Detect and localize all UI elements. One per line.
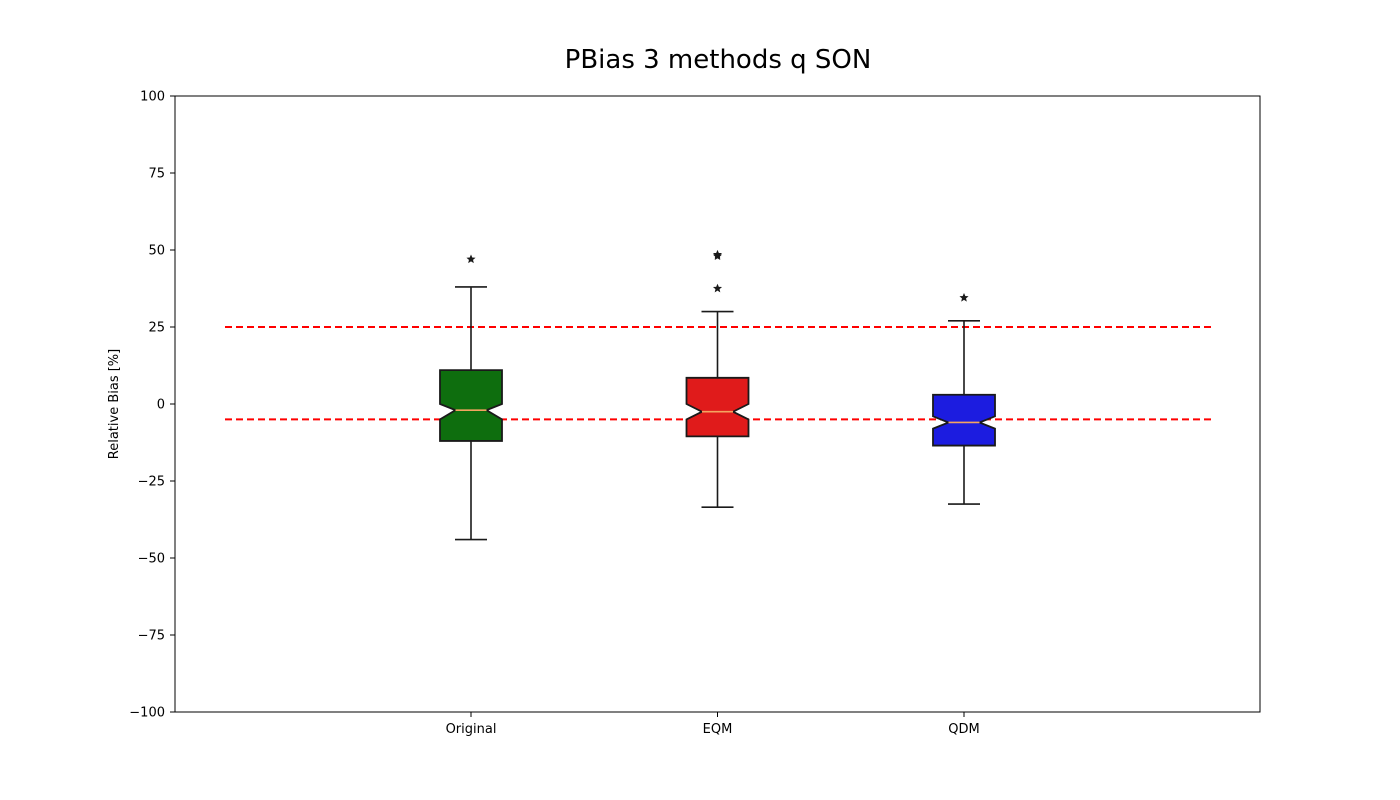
- box-body: [932, 393, 996, 447]
- x-axis-ticks: Original EQM QDM: [446, 712, 980, 737]
- outlier-point: [712, 249, 723, 259]
- y-tick-label: 0: [157, 398, 165, 413]
- outlier-point: [466, 254, 476, 264]
- y-tick-label: 25: [148, 321, 165, 336]
- box-qdm: [932, 292, 996, 505]
- x-tick-label: QDM: [948, 722, 979, 737]
- y-tick-label: −75: [138, 629, 165, 644]
- chart-title: PBias 3 methods q SON: [565, 45, 872, 75]
- outlier-point: [712, 283, 723, 293]
- y-tick-label: −25: [138, 475, 165, 490]
- y-tick-label: 100: [140, 90, 165, 105]
- box-original: [439, 254, 503, 541]
- y-tick-label: 75: [148, 167, 165, 182]
- box-body: [439, 369, 503, 442]
- y-tick-label: −50: [138, 552, 165, 567]
- x-tick-label: EQM: [703, 722, 733, 737]
- boxes-layer: [439, 249, 996, 541]
- y-tick-label: 50: [148, 244, 165, 259]
- y-axis-label: Relative Bias [%]: [107, 349, 122, 459]
- box-body: [685, 376, 750, 438]
- y-tick-label: −100: [129, 706, 165, 721]
- x-tick-label: Original: [446, 722, 497, 737]
- y-axis-ticks: 100 75 50 25 0 −25 −50 −75 −100: [129, 90, 175, 721]
- box-eqm: [685, 249, 750, 508]
- outlier-point: [959, 292, 969, 302]
